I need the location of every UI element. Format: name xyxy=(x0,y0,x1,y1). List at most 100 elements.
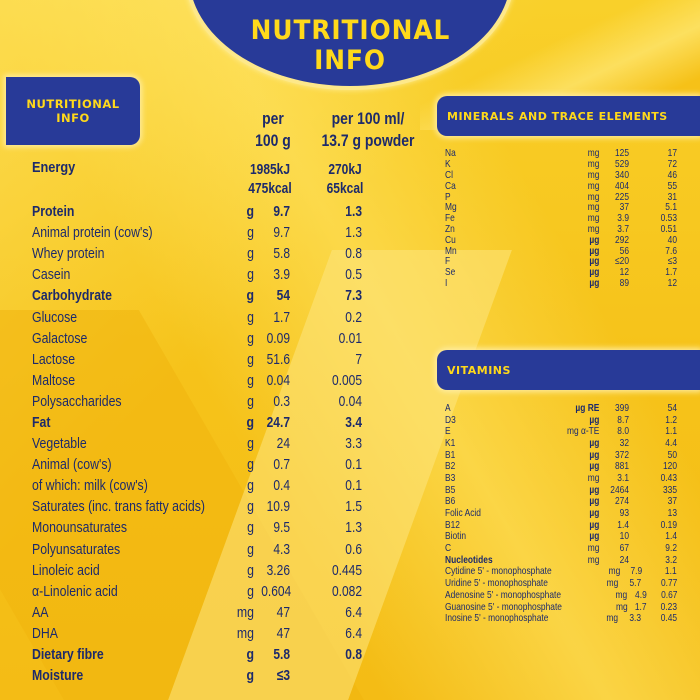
cell-unit: mg xyxy=(606,577,618,590)
cell-v1: 3.7 xyxy=(617,222,629,235)
cell-unit: g xyxy=(247,456,254,474)
cell-unit: mg xyxy=(587,212,600,225)
cell-unit: mg xyxy=(587,190,600,203)
cell-unit: g xyxy=(247,224,254,242)
cell-name: Cytidine 5' - monophosphate xyxy=(445,565,552,578)
cell-unit: g xyxy=(247,582,254,600)
table-row: Animal protein (cow's) g 9.7 1.3 xyxy=(32,222,412,243)
cell-unit: µg xyxy=(589,530,600,543)
cell-v1: 8.0 xyxy=(617,425,629,438)
cell-unit: mg xyxy=(608,565,621,578)
energy-kj: 270kJ xyxy=(328,161,362,178)
cell-v2: 0.67 xyxy=(660,588,677,601)
cell-name: Na xyxy=(445,147,456,160)
cell-unit: g xyxy=(247,498,254,516)
cell-v1: 8.7 xyxy=(617,413,629,426)
cell-v2: 1.1 xyxy=(665,425,677,438)
cell-v2: 7.3 xyxy=(345,287,362,305)
cell-v1: 340 xyxy=(614,169,629,181)
cell-name: Protein xyxy=(32,203,75,221)
cell-name: α-Linolenic acid xyxy=(32,582,118,600)
cell-v2: 0.445 xyxy=(331,561,362,579)
cell-unit: µg xyxy=(589,460,600,473)
cell-v2: 0.45 xyxy=(660,612,677,625)
table-row: Casein g 3.9 0.5 xyxy=(32,264,412,285)
cell-name: K xyxy=(445,158,451,171)
cell-v1: 125 xyxy=(614,147,629,160)
cell-v1: 881 xyxy=(614,460,629,473)
cell-unit: mg xyxy=(236,603,254,621)
cell-name: Inosine 5' - monophosphate xyxy=(445,612,549,625)
table-row: of which: milk (cow's) g 0.4 0.1 xyxy=(32,475,412,496)
table-row: B3 mg 3.1 0.43 xyxy=(445,472,677,484)
cell-name: Casein xyxy=(32,266,71,284)
table-row: B2 µg 881 120 xyxy=(445,460,677,472)
cell-name: K1 xyxy=(445,436,456,449)
cell-name: Cu xyxy=(445,233,456,246)
cell-v2: 7.6 xyxy=(665,244,677,257)
cell-name: AA xyxy=(32,603,49,621)
cell-unit: g xyxy=(246,287,254,305)
cell-v2: 0.8 xyxy=(345,646,362,664)
table-row: K1 µg 32 4.4 xyxy=(445,437,677,449)
cell-unit: mg xyxy=(587,169,600,181)
energy-label: Energy xyxy=(32,159,76,176)
cell-unit: mg xyxy=(236,624,254,642)
cell-v2: 0.43 xyxy=(660,471,677,484)
table-row: Animal (cow's) g 0.7 0.1 xyxy=(32,454,412,475)
table-row: Monounsaturates g 9.5 1.3 xyxy=(32,517,412,538)
cell-name: Biotin xyxy=(445,530,467,543)
cell-v2: 46 xyxy=(667,169,677,181)
cell-v1: 67 xyxy=(619,542,629,555)
table-row: Inosine 5' - monophosphate mg 3.3 0.45 xyxy=(445,612,677,624)
cell-v2: 1.5 xyxy=(345,498,362,516)
cell-v2: 120 xyxy=(662,460,677,473)
cell-v1: 9.7 xyxy=(273,203,290,221)
column-header-per-100ml: per 100 ml/ 13.7 g powder xyxy=(311,108,426,152)
cell-v1: 24 xyxy=(276,435,290,453)
cell-v1: ≤20 xyxy=(615,255,629,268)
table-row: Fat g 24.7 3.4 xyxy=(32,412,412,433)
cell-v1: 89 xyxy=(619,276,629,289)
cell-name: Zn xyxy=(445,222,455,235)
cell-unit: g xyxy=(247,519,254,537)
cell-name: B6 xyxy=(445,495,456,508)
cell-name: Moisture xyxy=(32,667,84,685)
table-row: Se µg 12 1.7 xyxy=(445,266,677,279)
table-row: Folic Acid µg 93 13 xyxy=(445,507,677,519)
cell-v2: 1.3 xyxy=(345,224,362,242)
cell-v2: 0.1 xyxy=(345,456,362,474)
cell-v1: 56 xyxy=(619,244,629,257)
cell-name: Mg xyxy=(445,201,457,214)
table-row: Polyunsaturates g 4.3 0.6 xyxy=(32,539,412,560)
cell-name: Cl xyxy=(445,169,453,181)
cell-name: Animal protein (cow's) xyxy=(32,224,153,242)
cell-unit: µg xyxy=(589,266,600,279)
cell-v1: 9.7 xyxy=(273,224,290,242)
cell-unit: µg xyxy=(589,483,600,496)
cell-v2: 1.4 xyxy=(665,530,677,543)
table-row: Cl mg 340 46 xyxy=(445,169,677,181)
cell-v2: 0.53 xyxy=(660,212,677,225)
cell-name: Whey protein xyxy=(32,245,105,263)
cell-unit: µg xyxy=(589,244,600,257)
nutrition-table: Protein g 9.7 1.3 Animal protein (cow's) g 9.7… xyxy=(32,201,412,686)
cell-name: E xyxy=(445,425,451,438)
cell-v2: 13 xyxy=(667,507,677,520)
table-row: Maltose g 0.04 0.005 xyxy=(32,370,412,391)
cell-unit: g xyxy=(247,308,254,326)
energy-kcal: 475kcal xyxy=(248,180,292,197)
cell-v1: 0.09 xyxy=(266,329,290,347)
minerals-banner-label: MINERALS AND TRACE ELEMENTS xyxy=(447,109,668,123)
cell-v1: 3.9 xyxy=(273,266,290,284)
table-row: B12 µg 1.4 0.19 xyxy=(445,519,677,531)
cell-v1: 5.7 xyxy=(629,577,641,590)
cell-v2: 0.082 xyxy=(331,582,362,600)
column-header-line: per xyxy=(262,109,284,128)
cell-unit: g xyxy=(247,540,254,558)
